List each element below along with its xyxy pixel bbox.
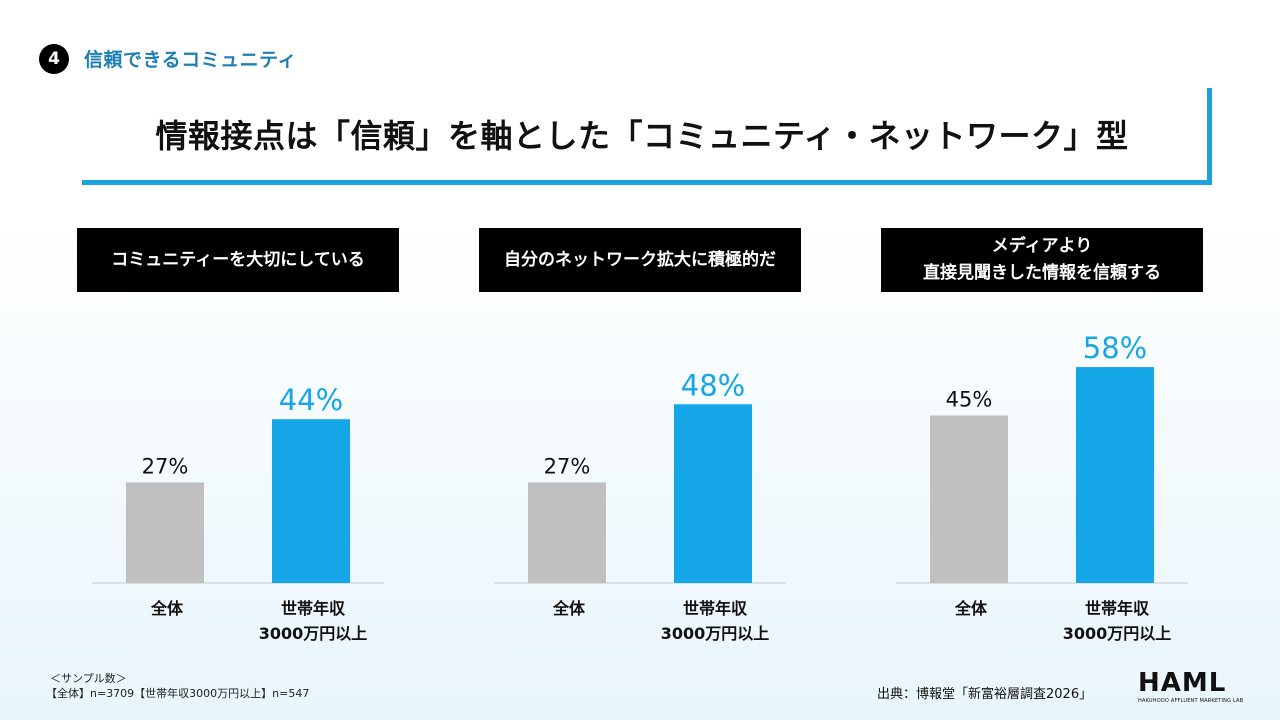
chart-title: メディアより 直接見聞きした情報を信頼する [881,228,1203,292]
category-label-overall: 全体 [552,599,585,618]
value-label-high-income: 58% [1083,331,1147,365]
value-label-high-income: 48% [681,368,745,402]
sample-size-title: ＜サンプル数＞ [50,672,127,685]
bar-chart: 27% 48% [494,368,786,584]
bar-overall [930,415,1008,583]
bar-overall [528,482,606,583]
value-label-high-income: 44% [279,383,343,417]
sample-size-detail: 【全体】n=3709【世帯年収3000万円以上】n=547 [46,687,310,700]
category-label-high-income: 世帯年収 3000万円以上 [660,599,770,643]
bar-overall [126,482,204,583]
page-title: 情報接点は「信頼」を軸とした「コミュニティ・ネットワーク」型 [155,117,1129,155]
section-label: 信頼できるコミュニティ [84,49,297,71]
source-note: 出典：博報堂「新富裕層調査2026」 [877,687,1093,702]
bar-chart: 45% 58% [896,331,1188,584]
haml-logo: HAML HAKUHODO AFFLUENT MARKETING LAB [1138,668,1244,704]
bar-chart: 27% 44% [92,383,384,584]
value-label-overall: 27% [142,454,189,478]
bar-high-income [1076,367,1154,583]
category-label-overall: 全体 [150,599,183,618]
logo-main-text: HAML [1138,668,1227,698]
section-number-badge: 4 [39,44,69,74]
chart-panel-community: コミュニティーを大切にしている 27% 44% 全体 世帯年収 3000万円以上 [77,228,399,658]
chart-panel-network: 自分のネットワーク拡大に積極的だ 27% 48% 全体 世帯年収 3000万円以上 [479,228,801,658]
chart-panel-trust: メディアより 直接見聞きした情報を信頼する 45% 58% 全体 世帯年収 300… [881,228,1203,658]
chart-title: コミュニティーを大切にしている [77,228,399,292]
title-accent-bar [1207,88,1212,185]
chart-title: 自分のネットワーク拡大に積極的だ [479,228,801,292]
bar-high-income [674,404,752,583]
category-label-high-income: 世帯年収 3000万円以上 [258,599,368,643]
title-box: 情報接点は「信頼」を軸とした「コミュニティ・ネットワーク」型 [77,88,1212,185]
category-label-high-income: 世帯年収 3000万円以上 [1062,599,1172,643]
logo-sub-text: HAKUHODO AFFLUENT MARKETING LAB [1138,698,1244,704]
bar-high-income [272,419,350,583]
category-label-overall: 全体 [954,599,987,618]
value-label-overall: 27% [544,454,591,478]
value-label-overall: 45% [946,387,993,411]
